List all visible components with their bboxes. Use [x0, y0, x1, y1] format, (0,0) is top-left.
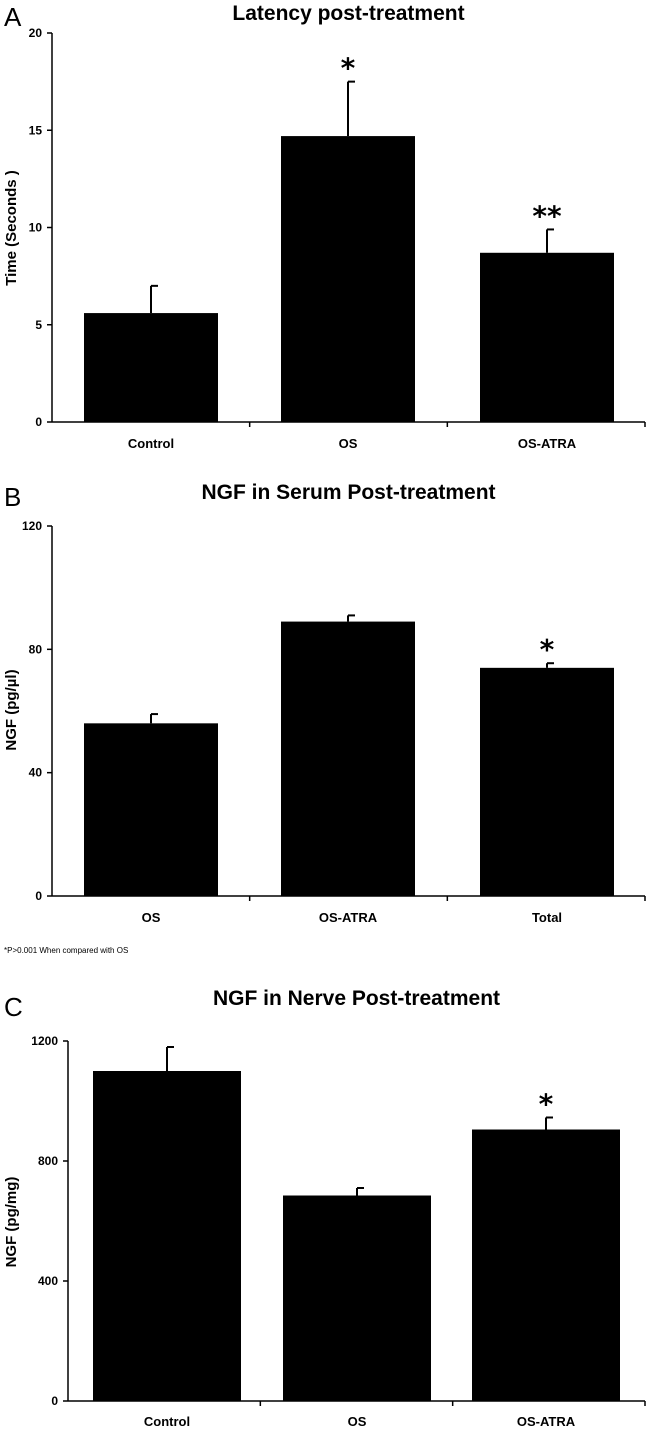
- y-tick-label: 80: [29, 642, 43, 656]
- bar: [84, 313, 218, 422]
- y-tick-label: 120: [22, 519, 42, 533]
- panel-letter: A: [4, 2, 22, 32]
- bar: [281, 621, 415, 896]
- bar: [283, 1195, 431, 1401]
- y-tick-label: 0: [51, 1394, 58, 1408]
- x-tick-label: OS: [339, 436, 358, 451]
- x-tick-label: OS-ATRA: [518, 436, 577, 451]
- chart-title: NGF in Serum Post-treatment: [201, 481, 495, 504]
- y-axis-label: NGF (pg/mg): [3, 1177, 20, 1268]
- panel-b: B NGF in Serum Post-treatment NGF (pg/µl) 0…: [3, 481, 646, 955]
- y-tick-label: 0: [35, 415, 42, 429]
- x-tick-label: Control: [144, 1414, 190, 1429]
- bar: [480, 252, 614, 422]
- panel-letter: B: [4, 482, 21, 512]
- significance-marker: *: [539, 1088, 554, 1121]
- x-tick-label: Total: [532, 910, 562, 925]
- bar: [93, 1071, 241, 1401]
- y-tick-label: 5: [35, 318, 42, 332]
- x-tick-label: Control: [128, 436, 174, 451]
- x-tick-label: OS: [142, 910, 161, 925]
- x-tick-label: OS-ATRA: [517, 1414, 576, 1429]
- y-tick-label: 15: [29, 123, 43, 137]
- significance-marker: **: [532, 199, 562, 232]
- panel-c: C NGF in Nerve Post-treatment NGF (pg/mg) 0…: [3, 987, 646, 1429]
- x-tick-label: OS-ATRA: [319, 910, 378, 925]
- y-tick-label: 0: [35, 889, 42, 903]
- y-tick-label: 10: [29, 221, 43, 235]
- significance-marker: *: [540, 633, 555, 666]
- footnote: *P>0.001 When compared with OS: [4, 946, 128, 955]
- chart-title: Latency post-treatment: [232, 2, 464, 25]
- x-tick-label: OS: [348, 1414, 367, 1429]
- y-tick-label: 20: [29, 26, 43, 40]
- y-tick-label: 800: [38, 1154, 58, 1168]
- panel-a: A Latency post-treatment Time (Seconds ) 0 5…: [3, 2, 646, 451]
- y-axis-label: NGF (pg/µl): [3, 669, 20, 750]
- bar: [281, 136, 415, 422]
- y-tick-label: 1200: [31, 1034, 58, 1048]
- bar: [472, 1129, 620, 1401]
- bar: [84, 723, 218, 896]
- chart-title: NGF in Nerve Post-treatment: [213, 987, 500, 1010]
- significance-marker: *: [341, 52, 356, 85]
- y-tick-label: 400: [38, 1274, 58, 1288]
- y-tick-label: 40: [29, 766, 43, 780]
- panel-letter: C: [4, 992, 23, 1022]
- y-axis-label: Time (Seconds ): [3, 170, 20, 286]
- bar: [480, 667, 614, 896]
